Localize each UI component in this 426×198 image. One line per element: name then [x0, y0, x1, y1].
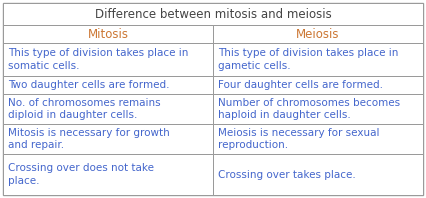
Bar	[213, 43, 423, 76]
Text: Crossing over takes place.: Crossing over takes place.	[218, 169, 356, 180]
Text: Mitosis: Mitosis	[87, 28, 129, 41]
Bar	[213, 94, 423, 124]
Bar	[3, 25, 213, 43]
Bar	[213, 76, 423, 94]
Bar	[3, 124, 213, 154]
Text: Four daughter cells are formed.: Four daughter cells are formed.	[218, 80, 383, 90]
Bar	[3, 3, 423, 25]
Text: Meiosis is necessary for sexual
reproduction.: Meiosis is necessary for sexual reproduc…	[218, 128, 380, 150]
Bar	[213, 154, 423, 195]
Text: This type of division takes place in
somatic cells.: This type of division takes place in som…	[8, 48, 188, 71]
Bar	[3, 43, 213, 76]
Text: Crossing over does not take
place.: Crossing over does not take place.	[8, 163, 154, 186]
Bar	[3, 94, 213, 124]
Bar	[213, 124, 423, 154]
Text: Number of chromosomes becomes
haploid in daughter cells.: Number of chromosomes becomes haploid in…	[218, 98, 400, 120]
Text: No. of chromosomes remains
diploid in daughter cells.: No. of chromosomes remains diploid in da…	[8, 98, 161, 120]
Text: Difference between mitosis and meiosis: Difference between mitosis and meiosis	[95, 8, 331, 21]
Text: Mitosis is necessary for growth
and repair.: Mitosis is necessary for growth and repa…	[8, 128, 170, 150]
Text: This type of division takes place in
gametic cells.: This type of division takes place in gam…	[218, 48, 398, 71]
Bar	[213, 25, 423, 43]
Text: Meiosis: Meiosis	[296, 28, 340, 41]
Bar	[3, 76, 213, 94]
Text: Two daughter cells are formed.: Two daughter cells are formed.	[8, 80, 170, 90]
Bar	[3, 154, 213, 195]
